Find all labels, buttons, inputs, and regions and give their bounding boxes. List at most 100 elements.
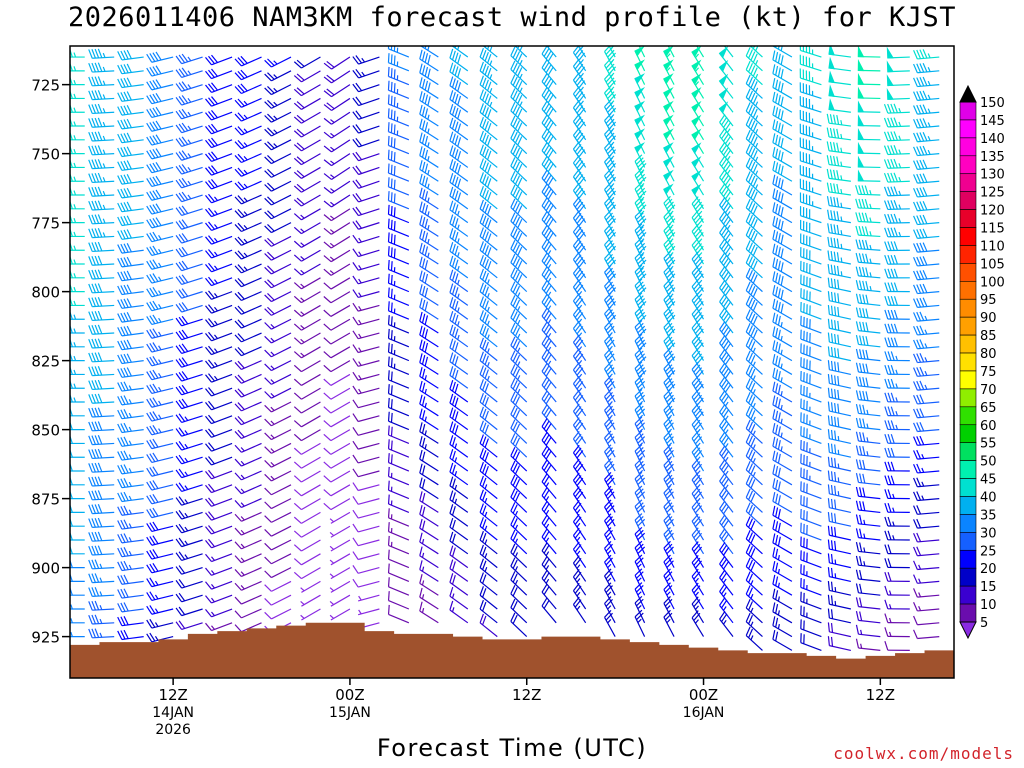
wind-barb (883, 131, 910, 142)
wind-barb (293, 139, 321, 152)
wind-barb (510, 488, 528, 513)
wind-barb (745, 171, 763, 196)
wind-barb (884, 447, 910, 458)
wind-barb (264, 580, 292, 592)
wind-barb (293, 111, 321, 124)
wind-barb (479, 310, 498, 334)
wind-barb (745, 240, 763, 265)
colorbar-label: 70 (980, 383, 997, 398)
wind-barb (884, 502, 910, 514)
wind-barb (719, 390, 734, 417)
wind-barb (745, 102, 763, 127)
wind-barb (827, 429, 851, 445)
wind-barb (541, 155, 557, 182)
wind-barb (419, 339, 439, 362)
wind-barb (117, 519, 144, 530)
wind-barb (449, 352, 469, 375)
wind-barb (264, 470, 292, 482)
wind-barb (264, 180, 292, 192)
wind-barb (146, 314, 174, 326)
wind-barb (175, 468, 203, 479)
wind-barb (70, 631, 85, 638)
wind-barb (604, 596, 616, 624)
wind-barb (293, 360, 321, 373)
wind-barb (352, 220, 380, 230)
wind-barb (70, 310, 85, 320)
wind-barb (884, 558, 910, 569)
wind-barb (323, 304, 351, 317)
wind-barb (88, 338, 115, 349)
wind-barb (772, 395, 793, 417)
wind-barb (510, 364, 528, 389)
wind-barb (323, 429, 351, 442)
wind-barb (800, 481, 822, 500)
wind-barb (146, 328, 174, 339)
wind-barb (800, 577, 822, 596)
colorbar-swatch (959, 245, 977, 264)
wind-barb (855, 624, 881, 638)
wind-barb (772, 243, 793, 265)
wind-barb (323, 291, 351, 304)
wind-barb (146, 577, 174, 588)
wind-barb (827, 553, 851, 569)
wind-barb (541, 473, 557, 499)
wind-barb (691, 156, 705, 182)
colorbar-swatch (959, 352, 977, 372)
wind-barb (387, 149, 410, 168)
wind-barb (352, 289, 380, 299)
wind-barb (264, 442, 292, 454)
wind-barb (884, 282, 910, 293)
wind-barb (479, 213, 498, 237)
wind-barb (70, 186, 85, 196)
wind-barb (827, 236, 851, 251)
wind-barb (800, 260, 822, 279)
wind-barb (419, 353, 439, 375)
wind-barb (117, 49, 144, 61)
wind-barb (913, 449, 940, 460)
wind-barb (857, 141, 881, 155)
wind-barb (205, 469, 233, 480)
wind-barb (884, 406, 910, 417)
colorbar-swatch (959, 298, 977, 318)
y-tick-label: 900 (31, 560, 60, 578)
colorbar-label: 130 (980, 168, 1005, 183)
wind-barb (828, 46, 851, 58)
wind-barb (772, 519, 793, 541)
wind-barb (913, 214, 940, 226)
wind-barb (572, 513, 587, 541)
wind-barb (88, 324, 115, 335)
wind-barb (745, 350, 763, 375)
wind-barb (449, 90, 469, 113)
wind-barb (205, 525, 233, 535)
wind-barb (117, 325, 144, 337)
wind-barb (352, 110, 380, 120)
wind-barb (510, 226, 528, 251)
wind-barb (772, 505, 793, 527)
wind-barb (691, 73, 705, 99)
wind-barb (387, 328, 410, 348)
wind-barb (572, 500, 587, 527)
wind-barb (264, 222, 292, 234)
wind-barb (352, 179, 380, 189)
wind-barb (329, 539, 351, 552)
wind-barb (855, 293, 881, 307)
wind-barb (913, 76, 940, 88)
wind-barb (828, 56, 851, 72)
wind-barb (88, 407, 115, 418)
wind-barb (293, 56, 321, 69)
wind-barb (175, 219, 203, 230)
wind-barb (117, 312, 144, 323)
wind-barb (146, 535, 174, 546)
wind-barb (387, 46, 410, 58)
wind-barb (146, 369, 174, 381)
wind-barb (828, 70, 851, 86)
wind-barb (719, 114, 734, 141)
wind-barb (329, 511, 351, 524)
wind-barb (175, 260, 203, 272)
wind-barb (634, 59, 646, 85)
wind-barb (479, 420, 498, 444)
wind-barb (419, 215, 439, 237)
wind-barb (541, 542, 557, 568)
wind-barb (886, 74, 910, 87)
wind-barb (855, 376, 881, 389)
